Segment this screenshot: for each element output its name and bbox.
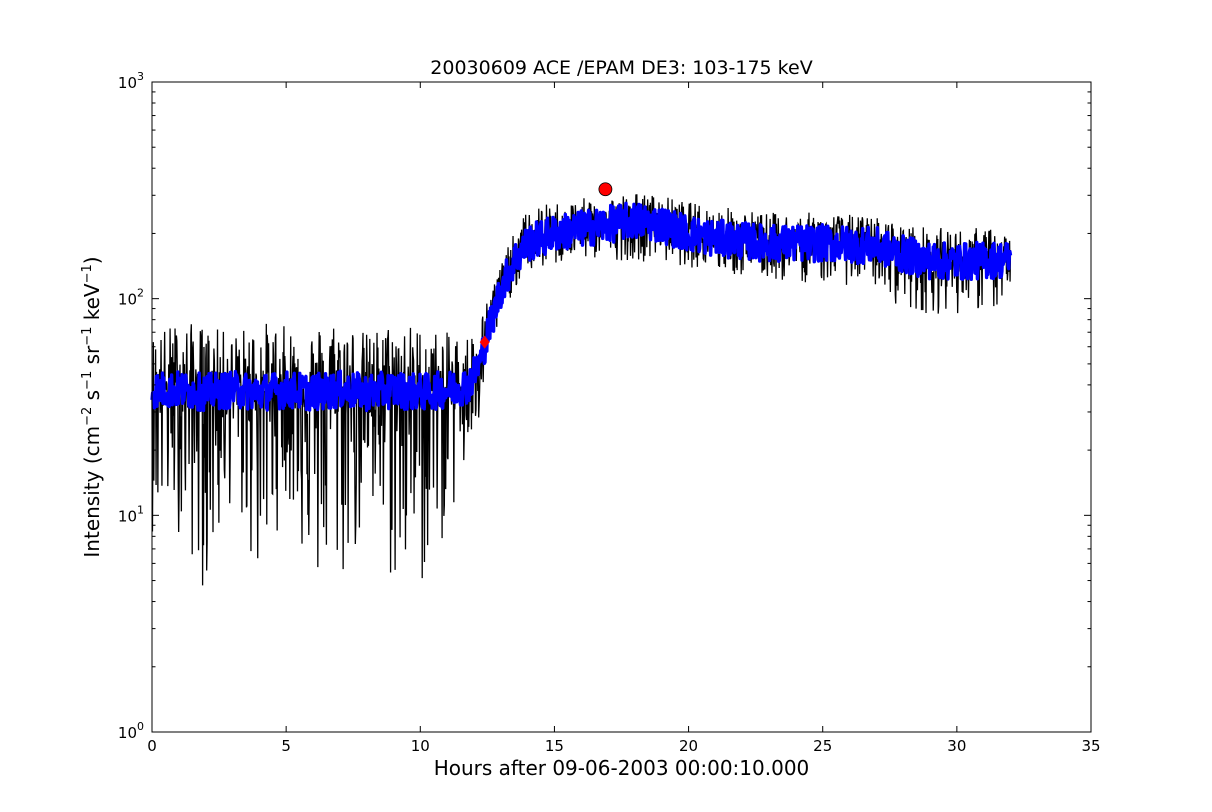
x-tick-label: 0 <box>147 737 157 755</box>
smoothed-intensity-line <box>150 201 1013 413</box>
onset-marker <box>479 335 490 349</box>
y-axis-label: Intensity (cm−2 s−1 sr−1 keV−1) <box>80 256 104 557</box>
ticks-layer: 0 5 10 15 20 25 30 35 100 101 102 103 <box>118 70 1101 755</box>
y-tick-label: 103 <box>118 70 144 92</box>
y-tick-label: 101 <box>118 503 144 525</box>
marker-layer <box>479 182 613 349</box>
x-tick-label: 25 <box>813 737 832 755</box>
data-layer <box>150 194 1013 586</box>
x-tick-label: 20 <box>679 737 698 755</box>
peak-marker <box>598 182 613 197</box>
x-tick-label: 30 <box>947 737 966 755</box>
chart-title: 20030609 ACE /EPAM DE3: 103-175 keV <box>430 57 812 79</box>
x-tick-label: 35 <box>1081 737 1100 755</box>
x-tick-label: 5 <box>281 737 291 755</box>
x-axis-label: Hours after 09-06-2003 00:00:10.000 <box>434 756 810 780</box>
x-tick-label: 10 <box>411 737 430 755</box>
y-tick-label: 100 <box>118 720 144 742</box>
x-tick-label: 15 <box>545 737 564 755</box>
plot-frame <box>151 81 1092 733</box>
y-tick-label: 102 <box>118 287 144 309</box>
